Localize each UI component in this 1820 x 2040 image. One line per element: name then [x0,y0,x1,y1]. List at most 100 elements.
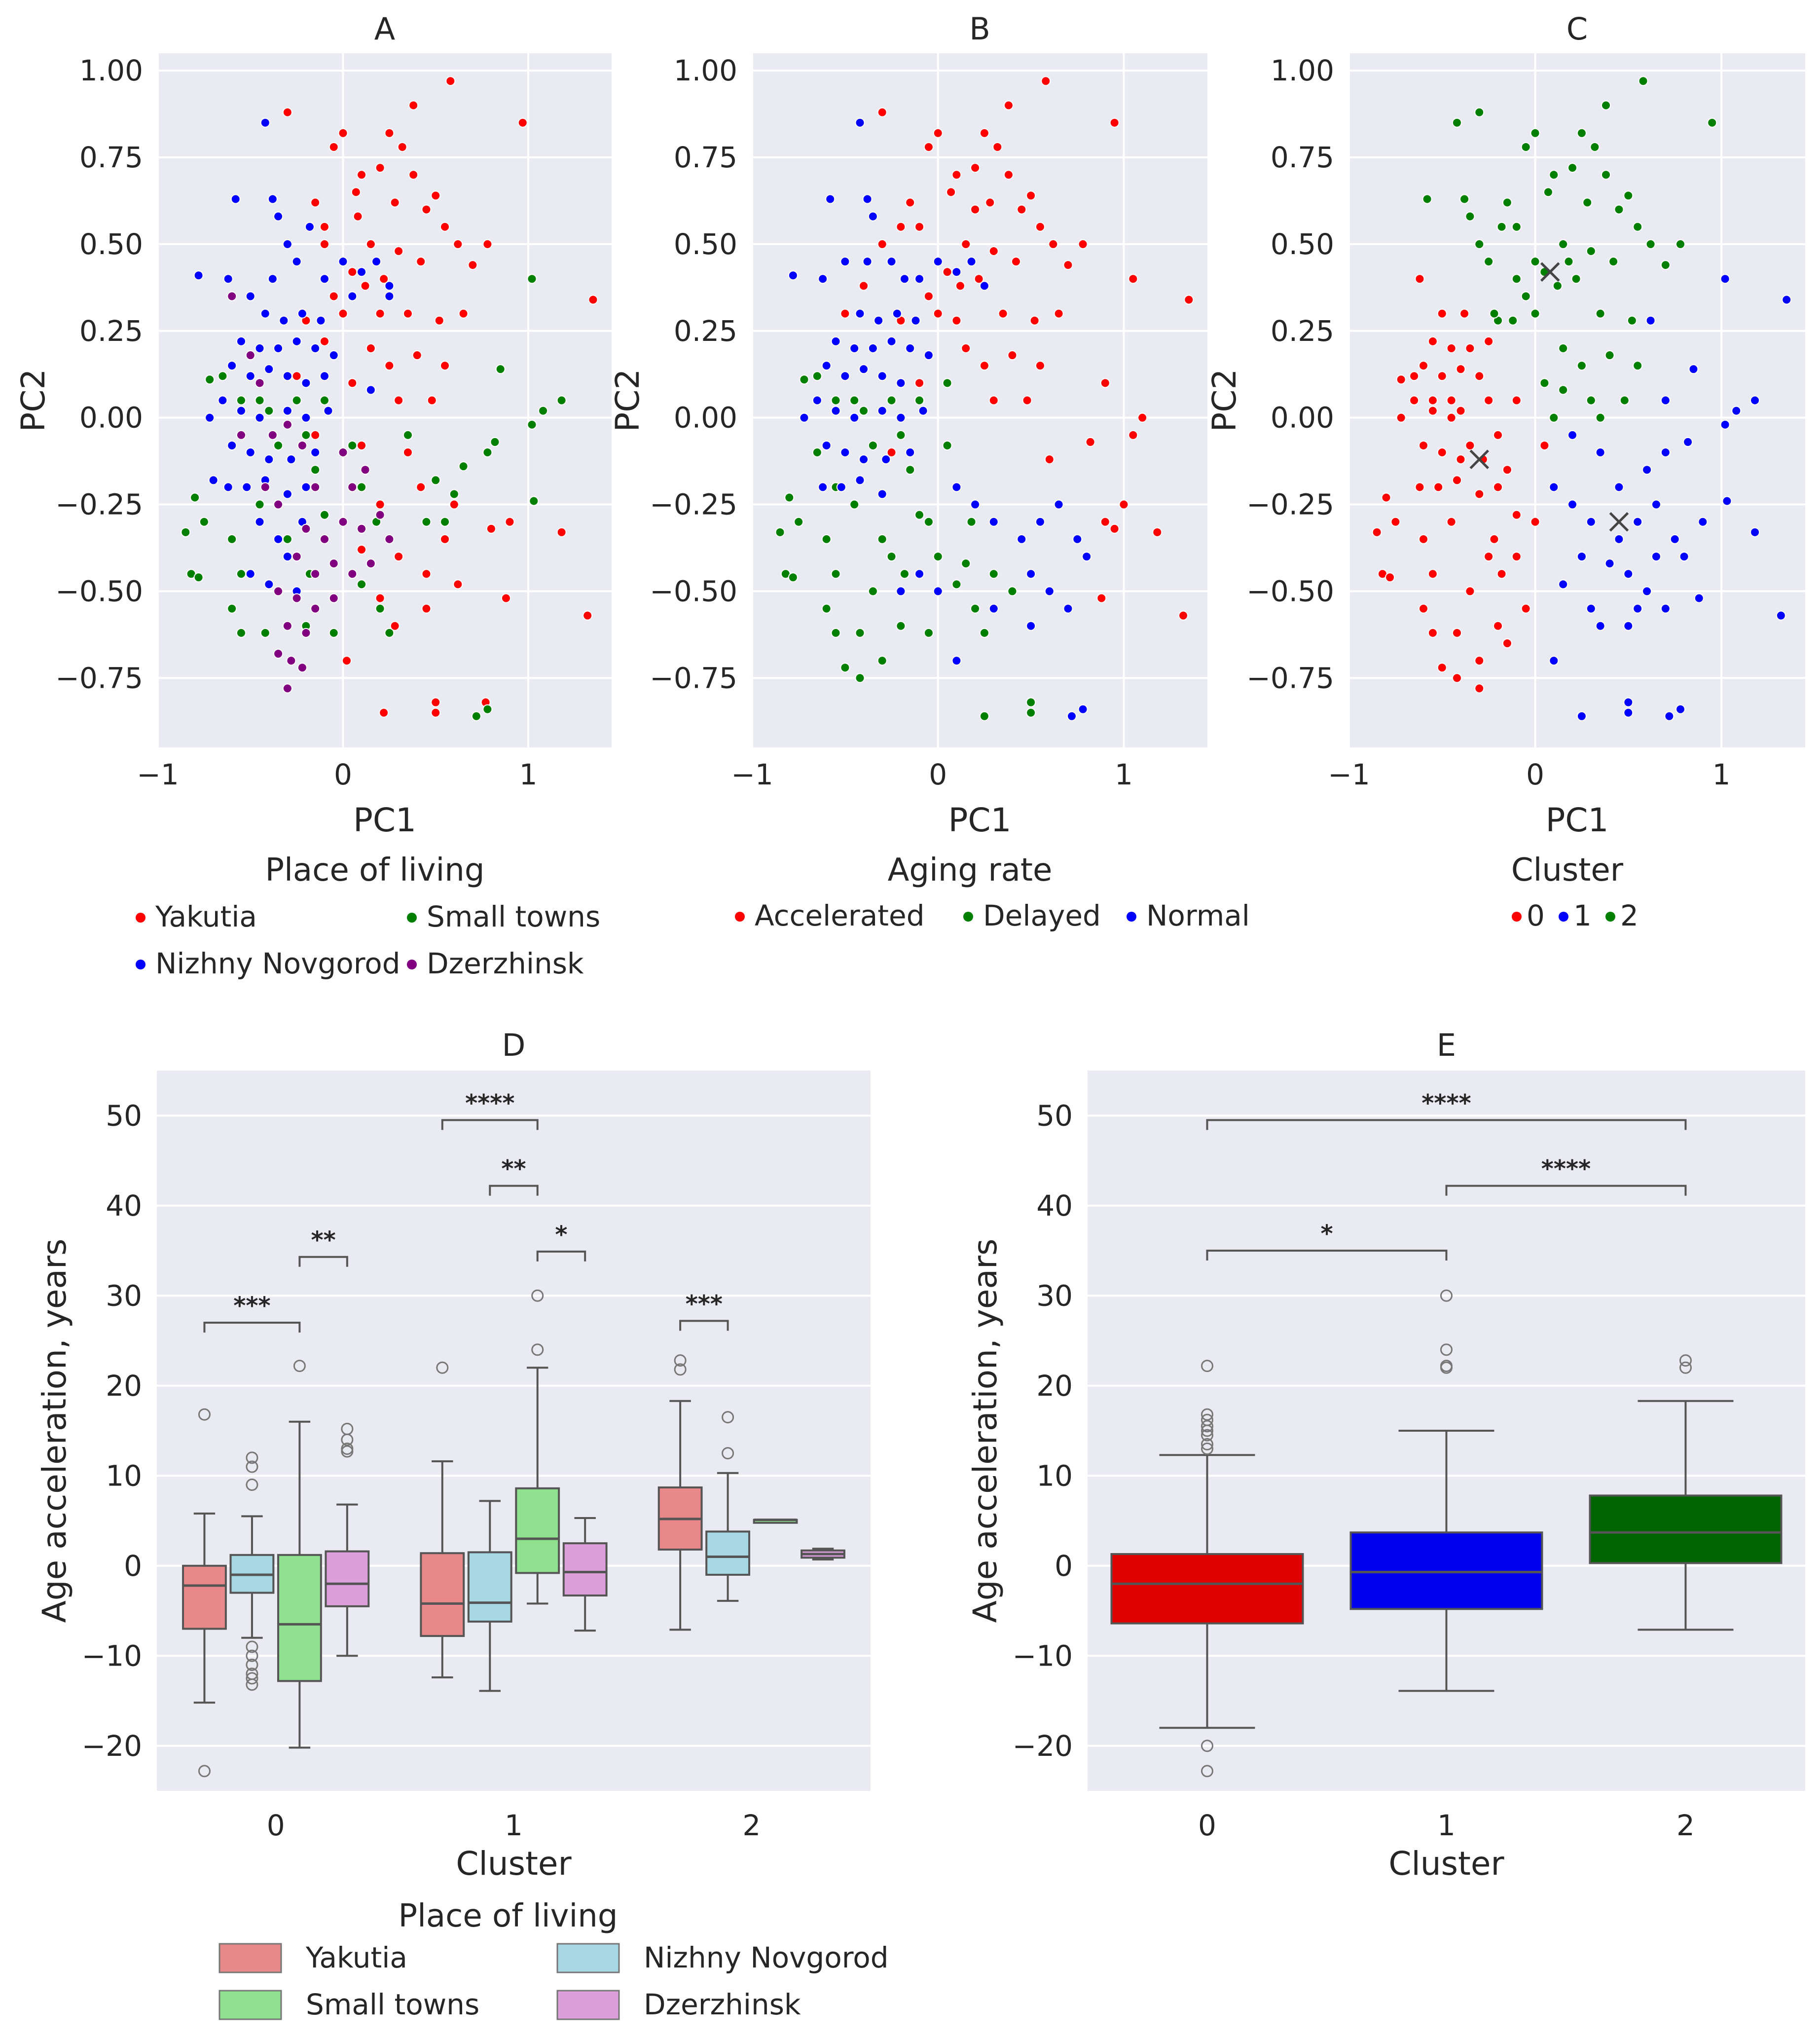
scatter-point [255,343,265,353]
scatter-point [1484,336,1494,346]
legend-marker [136,913,146,923]
scatter-point [527,274,537,284]
scatter-point [1496,569,1507,579]
box-iqr [562,1542,608,1596]
scatter-point [402,430,413,440]
scatter-point [230,194,241,204]
x-tick-label: 1 [505,1809,523,1842]
scatter-point [1427,406,1438,416]
scatter-point [1459,308,1470,319]
scatter-point [402,308,413,319]
scatter-point [273,586,284,596]
scatter-point [988,246,999,256]
series-small-towns [181,274,567,721]
y-tick-label: 20 [106,1369,142,1403]
scatter-point [1063,260,1073,270]
scatter-point [347,378,358,388]
scatter-point [896,586,906,596]
scatter-point [942,440,952,450]
scatter-point [1109,117,1120,128]
scatter-point [291,395,302,406]
panel-B: −1 0 1 1.00 0.75 0.50 0.25 0.00 −0.25 −0.50 −0.75 B… [609,11,1250,932]
scatter-point [440,517,450,527]
scatter-point [310,465,321,475]
scatter-point [836,482,846,492]
scatter-point [408,170,419,180]
scatter-point [914,274,925,284]
scatter-point [1437,663,1447,673]
y-tick-label: 0.00 [1271,401,1334,435]
scatter-point [1493,482,1503,492]
scatter-point [273,499,284,510]
y-axis-label: PC2 [1205,369,1243,432]
scatter-point [495,364,506,374]
scatter-point [988,569,999,579]
legend-label: 2 [1620,899,1638,932]
scatter-point [1419,440,1429,450]
scatter-point [291,336,302,346]
scatter-point [1642,586,1652,596]
scatter-point [966,257,977,267]
scatter-point [255,378,265,388]
scatter-point [527,419,537,430]
scatter-point [877,371,887,381]
box-plot [229,1451,275,1691]
scatter-point [1026,697,1036,707]
scatter-point [859,454,869,465]
scatter-point [1582,197,1593,208]
scatter-point [482,239,493,249]
outlier-point [1201,1443,1213,1455]
y-tick-label: −0.25 [650,488,737,521]
scatter-point [264,579,274,590]
scatter-point [431,697,441,707]
scatter-point [923,291,934,301]
scatter-point [273,211,284,222]
y-tick-label: 0.75 [79,141,143,174]
scatter-point [874,315,884,326]
scatter-point [896,621,906,631]
scatter-point [1614,204,1624,215]
scatter-point [1054,499,1064,510]
scatter-point [1679,552,1689,562]
y-axis-label: PC2 [609,369,647,432]
scatter-point [1539,378,1550,388]
scatter-point [1604,558,1615,569]
scatter-point [1576,128,1587,138]
scatter-point [1029,315,1040,326]
scatter-point [951,482,962,492]
scatter-point [365,558,376,569]
legend-swatch [556,1990,620,2020]
scatter-point [859,364,869,374]
x-tick-label: 0 [334,758,352,791]
outlier-point [246,1659,258,1671]
scatter-point [1660,447,1671,458]
x-tick-label: 1 [1712,758,1731,791]
scatter-point [946,187,956,197]
scatter-point [394,395,404,406]
y-tick-label: −0.50 [1246,574,1334,608]
box-iqr [1349,1531,1543,1610]
scatter-point [310,603,321,614]
scatter-point [1452,475,1462,485]
scatter-point [1026,569,1036,579]
scatter-point [1048,239,1058,249]
scatter-point [1409,371,1420,381]
scatter-point [282,419,292,430]
scatter-point [286,656,296,666]
scatter-point [1731,406,1742,416]
scatter-point [556,527,567,537]
outlier-point [1440,1361,1453,1374]
scatter-point [357,440,367,450]
scatter-point [979,128,989,138]
scatter-point [1543,187,1553,197]
x-tick-label: 1 [1115,758,1133,791]
scatter-point [291,371,302,381]
scatter-point [1530,308,1540,319]
scatter-point [227,291,237,301]
panel-E: 50 40 30 20 10 0 −10 −20 0 1 2 E Cluster Age accelera… [966,1027,1805,1883]
scatter-point [260,482,270,492]
y-tick-label: −0.25 [1246,488,1334,521]
scatter-point [1675,239,1686,249]
scatter-point [1415,482,1425,492]
scatter-point [245,291,255,301]
